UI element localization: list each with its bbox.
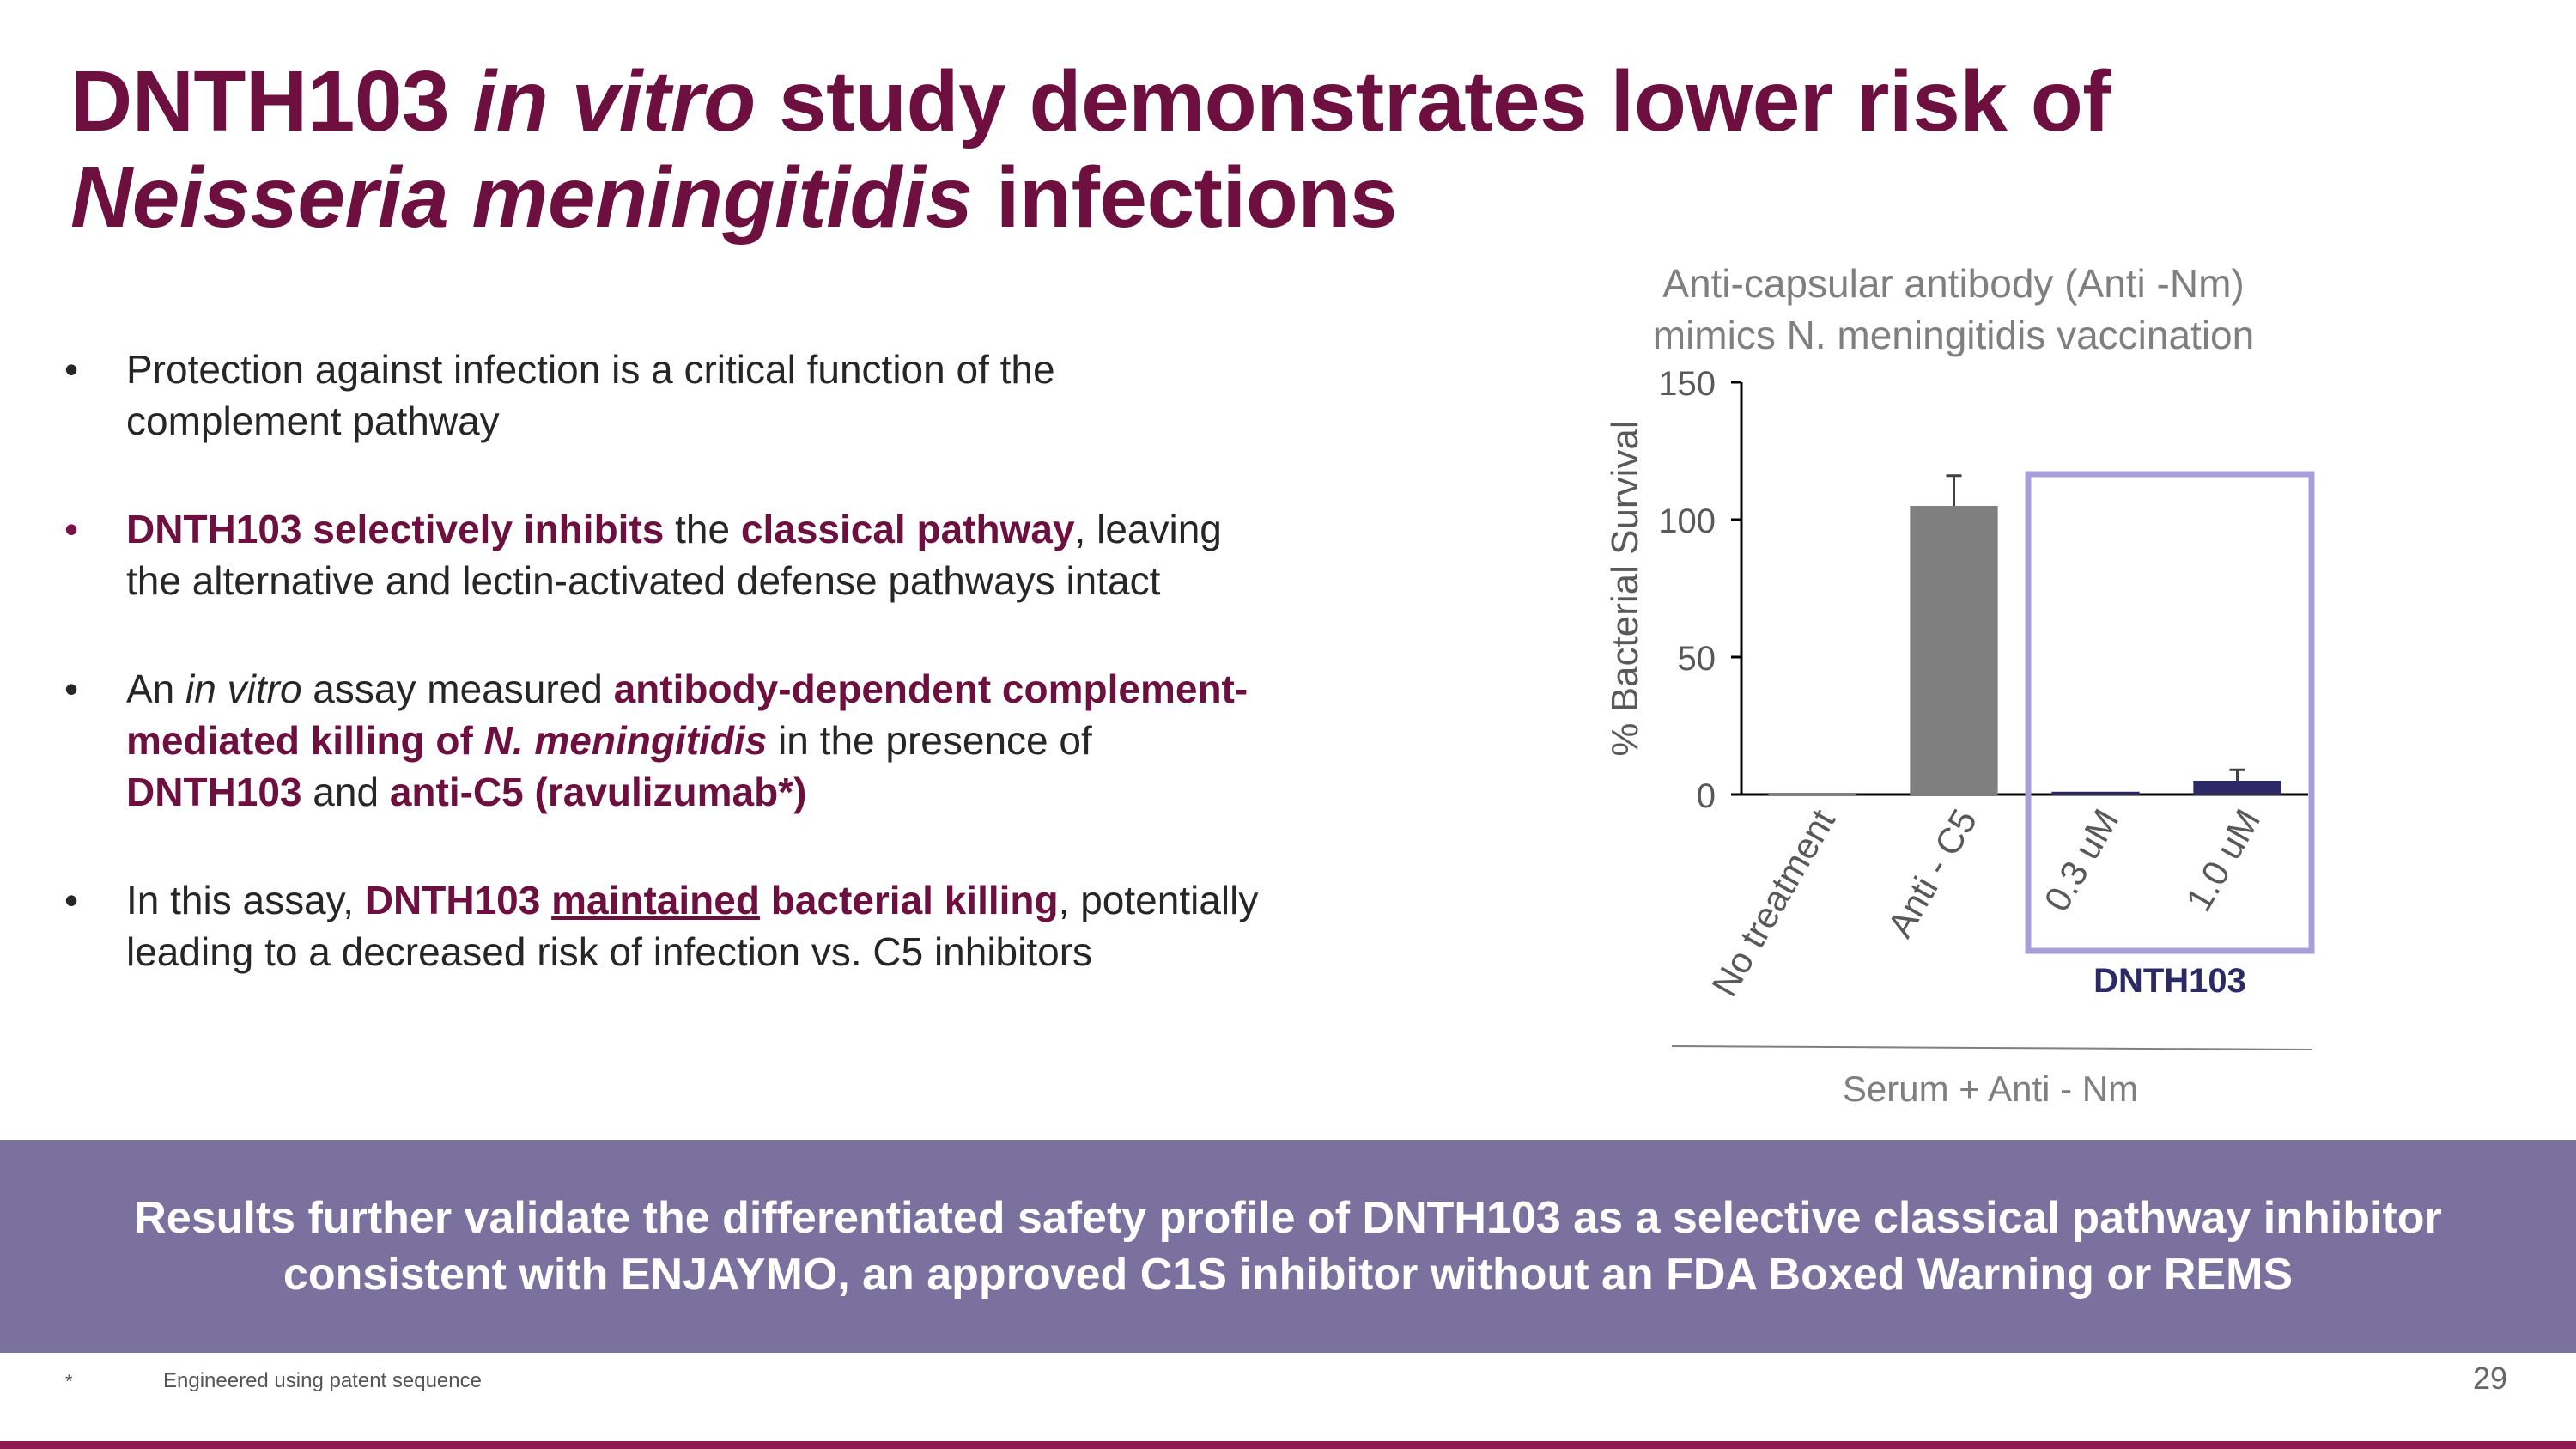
title-part-4: Neisseria meningitidis <box>70 149 973 246</box>
bullet-3: • An in vitro assay measured antibody-de… <box>64 663 1267 818</box>
bullet-2: • DNTH103 selectively inhibits the class… <box>64 503 1267 606</box>
bullet-list: • Protection against infection is a crit… <box>64 344 1267 1034</box>
chart-title: Anti-capsular antibody (Anti -Nm) mimics… <box>1597 258 2310 361</box>
category-label-1: No treatment <box>1704 802 1843 1003</box>
bullet-4-text-1: In this assay, <box>126 878 365 922</box>
y-tick-label: 0 <box>1697 777 1716 815</box>
bullet-3-text-3: in the presence of <box>767 718 1092 763</box>
footnote-marker: * <box>65 1371 73 1392</box>
bullet-4-bold-1: DNTH103 <box>364 878 541 922</box>
bullet-1-text: Protection against infection is a critic… <box>126 347 1055 443</box>
bar-2 <box>1910 506 1998 795</box>
banner-line-2: consistent with ENJAYMO, an approved C1S… <box>283 1250 2293 1300</box>
dnth103-group-box <box>2025 471 2315 954</box>
bullet-4-bold-2: bacterial killing <box>759 878 1059 922</box>
chart-title-line-1: Anti-capsular antibody (Anti -Nm) <box>1662 261 2245 306</box>
page-number: 29 <box>2472 1361 2507 1396</box>
bullet-4-underlined: maintained <box>551 878 760 922</box>
bar-1 <box>1768 794 1856 795</box>
title-part-1: DNTH103 <box>70 53 473 149</box>
y-tick-label: 50 <box>1678 640 1716 678</box>
bullet-2-text-1: the <box>664 507 741 551</box>
category-label-3: 0.3 uM <box>2036 802 2126 918</box>
bullet-4-text-2: , potentially leading to a decreased ris… <box>126 878 1259 974</box>
x-axis-label: Serum + Anti - Nm <box>1843 1068 2138 1109</box>
bullet-2-bold-2: classical pathway <box>740 507 1075 551</box>
bullet-marker: • <box>64 347 79 392</box>
bullet-3-bold-3: anti-C5 (ravulizumab*) <box>389 770 807 814</box>
bullet-3-text-1: An <box>126 667 186 711</box>
bullet-2-text-2: , leaving the alternative and lectin-act… <box>126 507 1222 603</box>
title-part-3: study demonstrates lower risk of <box>755 53 2111 149</box>
bullet-3-text-4: and <box>301 770 390 814</box>
bullet-3-italic: in vitro <box>185 667 302 711</box>
bar-3 <box>2051 791 2140 795</box>
chart-title-line-2: mimics N. meningitidis vaccination <box>1652 313 2255 357</box>
bullet-3-bold-1: antibody-dependent complement-mediated k… <box>126 667 1249 763</box>
bar-4 <box>2193 781 2281 795</box>
bullet-marker: • <box>64 667 79 711</box>
slide-title: DNTH103 in vitro study demonstrates lowe… <box>70 53 2389 246</box>
group-label: DNTH103 <box>2093 962 2246 1000</box>
category-label-2: Anti - C5 <box>1880 802 1984 944</box>
x-group-line <box>1671 1045 2312 1050</box>
y-tick-label: 150 <box>1658 365 1716 403</box>
bullet-marker: • <box>64 507 79 551</box>
banner-line-1: Results further validate the differentia… <box>134 1193 2442 1243</box>
bullet-4: • In this assay, DNTH103 maintained bact… <box>64 874 1267 977</box>
title-part-2: in vitro <box>472 53 756 149</box>
bullet-marker: • <box>64 878 79 922</box>
bottom-rule <box>0 1441 2576 1449</box>
bullet-2-bold-1: DNTH103 selectively inhibits <box>126 507 665 551</box>
title-part-5: infections <box>972 149 1398 246</box>
conclusion-banner: Results further validate the differentia… <box>0 1140 2576 1353</box>
y-tick-label: 100 <box>1658 502 1716 540</box>
bullet-3-bold-2: DNTH103 <box>126 770 302 814</box>
footnote-text: Engineered using patent sequence <box>163 1369 482 1392</box>
y-axis-label: % Bacterial Survival <box>1604 420 1646 756</box>
bullet-3-text-2: assay measured <box>301 667 614 711</box>
bullet-1: • Protection against infection is a crit… <box>64 344 1267 447</box>
category-label-4: 1.0 uM <box>2178 802 2268 918</box>
bullet-3-bold-italic: N. meningitidis <box>483 718 768 763</box>
